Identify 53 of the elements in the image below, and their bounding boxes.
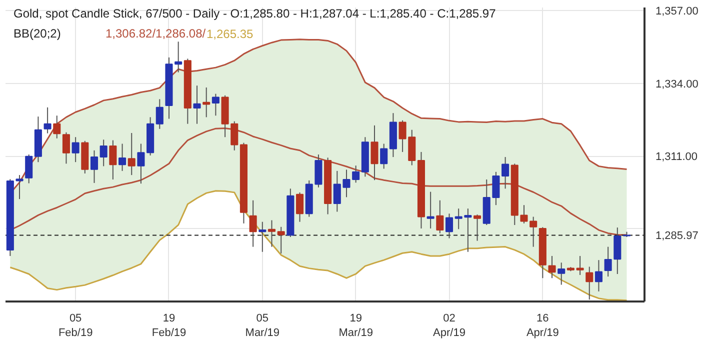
y-tick-label: 1,311.00 xyxy=(656,151,698,164)
candlestick xyxy=(128,132,136,176)
candlestick xyxy=(156,98,164,130)
annotation: 1,306.82/1,286.08/ xyxy=(106,26,206,40)
candlestick xyxy=(594,260,602,292)
candlestick xyxy=(90,150,98,184)
candlestick xyxy=(502,156,510,190)
candlestick xyxy=(492,171,500,206)
candlestick xyxy=(445,213,454,239)
candlestick xyxy=(249,200,257,248)
candlestick xyxy=(474,214,482,242)
candlestick xyxy=(109,140,117,180)
candlestick xyxy=(212,93,220,116)
candlestick xyxy=(53,115,61,139)
candlestick xyxy=(380,143,388,170)
candlestick xyxy=(614,227,622,274)
candlestick xyxy=(426,191,434,229)
candlestick xyxy=(100,139,108,167)
candlestick xyxy=(62,132,70,164)
candlestick xyxy=(558,262,566,286)
x-tick-label: 05 Feb/19 xyxy=(58,312,93,339)
x-tick-label: 19 Mar/19 xyxy=(338,312,373,339)
candlestick xyxy=(25,154,33,184)
candlestick xyxy=(352,165,360,184)
candlestick xyxy=(118,143,126,172)
candlestick xyxy=(193,85,201,124)
candlestick xyxy=(258,221,266,252)
candlestick xyxy=(530,216,538,248)
candlestick xyxy=(548,255,556,279)
line-series xyxy=(9,190,628,302)
annotation: 1,265.35 xyxy=(206,27,254,41)
candlestick xyxy=(137,143,145,184)
candlestick xyxy=(586,266,594,300)
candlestick xyxy=(277,226,285,254)
x-tick-label: 19 Feb/19 xyxy=(152,312,186,339)
annotation: BB(20;2) xyxy=(14,26,61,40)
ref-line-label: 1,285.97 xyxy=(656,230,698,242)
candlestick xyxy=(604,246,612,278)
chart-title: Gold, spot Candle Stick, 67/500 - Daily - O:1,285.80 - H:1,287.04 - L:1,285.40 - C:1,285.97 xyxy=(14,6,496,20)
y-tick-label: 1,334.00 xyxy=(656,78,698,90)
candlestick xyxy=(576,255,584,276)
candlestick xyxy=(370,124,378,181)
candlestick xyxy=(268,220,276,248)
candlestick xyxy=(72,136,80,163)
x-tick-label: 05 Mar/19 xyxy=(245,312,280,339)
x-tick-label: 16 Apr/19 xyxy=(526,312,559,339)
candlestick xyxy=(16,174,24,200)
x-tick-label: 02 Apr/19 xyxy=(433,312,466,339)
candlestick xyxy=(436,200,444,234)
y-tick-label: 1,357.00 xyxy=(656,6,698,18)
candlestick xyxy=(44,106,52,134)
candlestick xyxy=(202,86,210,118)
candlestick xyxy=(296,192,304,222)
